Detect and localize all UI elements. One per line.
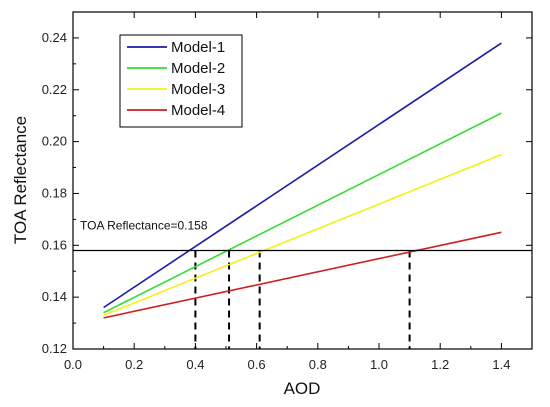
reference-line-label: TOA Reflectance=0.158 [80,218,208,232]
axes-ticks: 0.0 0.2 0.4 0.6 0.8 1.0 1.2 1.4 0.12 0.14 0.16 0.18… [42,11,533,372]
y-tick-label: 0.24 [42,30,67,45]
x-tick-label: 1.0 [370,357,388,372]
x-tick-label: 0.0 [64,357,82,372]
x-tick-label: 0.8 [309,357,327,372]
series-line-model-4 [103,231,502,319]
legend-label-model-3: Model-3 [171,81,225,98]
series-line-model-3 [103,153,502,317]
y-tick-label: 0.16 [42,237,67,252]
y-tick-label: 0.18 [42,185,67,200]
y-tick-label: 0.22 [42,82,67,97]
reference-line-group: TOA Reflectance=0.158 [73,218,532,252]
y-tick-label: 0.20 [42,134,67,149]
x-tick-label: 0.4 [186,357,204,372]
x-tick-label: 1.2 [431,357,449,372]
y-axis-title: TOA Reflectance [11,116,30,244]
series-line-model-1 [103,42,502,309]
legend-box [119,34,243,128]
series-lines [103,42,502,319]
x-tick-label: 0.2 [125,357,143,372]
legend-label-model-1: Model-1 [171,39,225,56]
x-axis-title: AOD [284,379,321,398]
legend-label-model-2: Model-2 [171,60,225,77]
legend-label-model-4: Model-4 [171,102,225,119]
x-tick-label: 1.4 [492,357,510,372]
y-tick-label: 0.14 [42,289,67,304]
x-tick-label: 0.6 [248,357,266,372]
legend: Model-1 Model-2 Model-3 Model-4 [119,34,243,128]
series-line-model-2 [103,112,502,314]
y-tick-label: 0.12 [42,341,67,356]
